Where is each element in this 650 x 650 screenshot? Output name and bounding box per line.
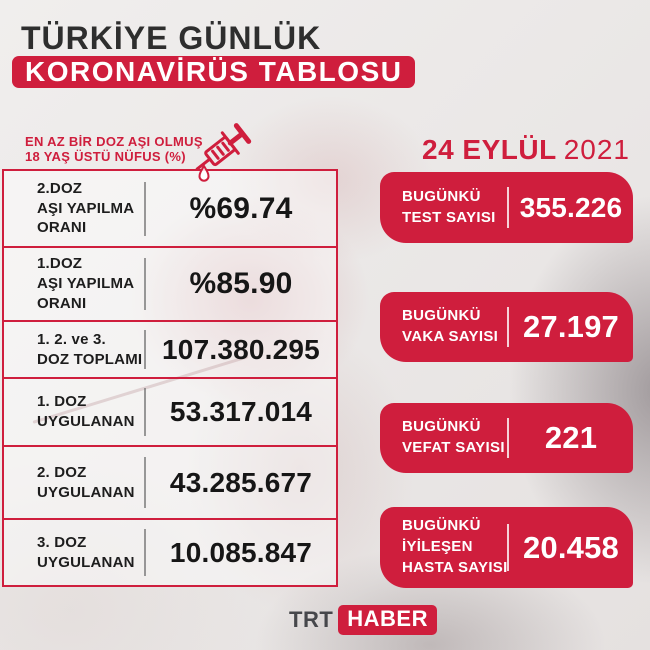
vaccination-note-line2: 18 YAŞ ÜSTÜ NÜFUS (%)	[25, 149, 186, 164]
droplet-icon	[198, 164, 210, 182]
row-dose1-applied: 1. DOZ UYGULANAN 53.317.014	[4, 379, 336, 447]
vaccination-note-line1: EN AZ BİR DOZ AŞI OLMUŞ	[25, 134, 203, 149]
page-title: TÜRKİYE GÜNLÜK	[21, 20, 322, 56]
row-label: 1. DOZ UYGULANAN	[37, 393, 135, 430]
row-dose3-applied: 3. DOZ UYGULANAN 10.085.847	[4, 520, 336, 585]
row-divider	[144, 456, 146, 509]
logo-trt-text: TRT	[289, 607, 334, 632]
row-divider	[144, 329, 146, 370]
row-dose2-rate: 2.DOZ AŞI YAPILMA ORANI %69.74	[4, 171, 336, 248]
row-value: 107.380.295	[162, 333, 320, 365]
stat-card-value: 355.226	[519, 191, 623, 223]
stat-card-test-count: BUGÜNKÜ TEST SAYISI 355.226	[380, 172, 633, 243]
stat-card-recovered-count: BUGÜNKÜ İYİLEŞEN HASTA SAYISI 20.458	[380, 507, 633, 588]
logo-haber-badge: HABER	[338, 605, 437, 635]
row-label: 3. DOZ UYGULANAN	[37, 533, 135, 571]
report-date-year: 2021	[563, 134, 630, 165]
page-subtitle-banner: KORONAVİRÜS TABLOSU	[12, 56, 416, 88]
row-value: 10.085.847	[169, 536, 313, 568]
row-label: 2.DOZ AŞI YAPILMA ORANI	[37, 179, 135, 237]
card-divider	[507, 306, 509, 348]
report-date: 24 EYLÜL 2021	[422, 134, 630, 166]
row-divider	[144, 181, 146, 236]
syringe-icon	[195, 123, 252, 182]
card-divider	[507, 417, 509, 459]
row-divider	[144, 258, 146, 310]
row-label: 1. 2. ve 3. DOZ TOPLAMI	[37, 330, 143, 368]
row-value: %85.90	[189, 267, 293, 300]
stat-card-label: BUGÜNKÜ İYİLEŞEN HASTA SAYISI	[402, 517, 508, 576]
trt-haber-logo: TRT HABER	[289, 605, 437, 635]
row-dose1-rate: 1.DOZ AŞI YAPILMA ORANI %85.90	[4, 248, 336, 322]
row-value: 53.317.014	[169, 396, 313, 427]
card-divider	[507, 186, 509, 229]
stat-card-label: BUGÜNKÜ VEFAT SAYISI	[402, 418, 505, 456]
stat-card-value: 20.458	[522, 529, 620, 565]
row-label: 2. DOZ UYGULANAN	[37, 463, 135, 501]
stat-card-case-count: BUGÜNKÜ VAKA SAYISI 27.197	[380, 292, 633, 362]
stat-card-label: BUGÜNKÜ TEST SAYISI	[402, 187, 496, 226]
stat-card-value: 221	[544, 420, 598, 455]
report-date-day-month: 24 EYLÜL	[422, 134, 557, 165]
card-divider	[507, 524, 509, 571]
vaccination-table: 2.DOZ AŞI YAPILMA ORANI %69.74 1.DOZ AŞI…	[2, 169, 338, 587]
row-dose2-applied: 2. DOZ UYGULANAN 43.285.677	[4, 447, 336, 520]
stat-card-death-count: BUGÜNKÜ VEFAT SAYISI 221	[380, 403, 633, 473]
row-total-doses: 1. 2. ve 3. DOZ TOPLAMI 107.380.295	[4, 322, 336, 379]
row-value: 43.285.677	[169, 466, 313, 498]
stat-card-label: BUGÜNKÜ VAKA SAYISI	[402, 307, 499, 345]
row-divider	[144, 388, 146, 436]
page-subtitle: KORONAVİRÜS TABLOSU	[25, 56, 403, 87]
row-value: %69.74	[189, 191, 293, 225]
row-divider	[144, 529, 146, 576]
stat-card-value: 27.197	[522, 309, 620, 344]
row-label: 1.DOZ AŞI YAPILMA ORANI	[37, 255, 135, 312]
vaccination-note: EN AZ BİR DOZ AŞI OLMUŞ 18 YAŞ ÜSTÜ NÜFU…	[25, 134, 203, 164]
